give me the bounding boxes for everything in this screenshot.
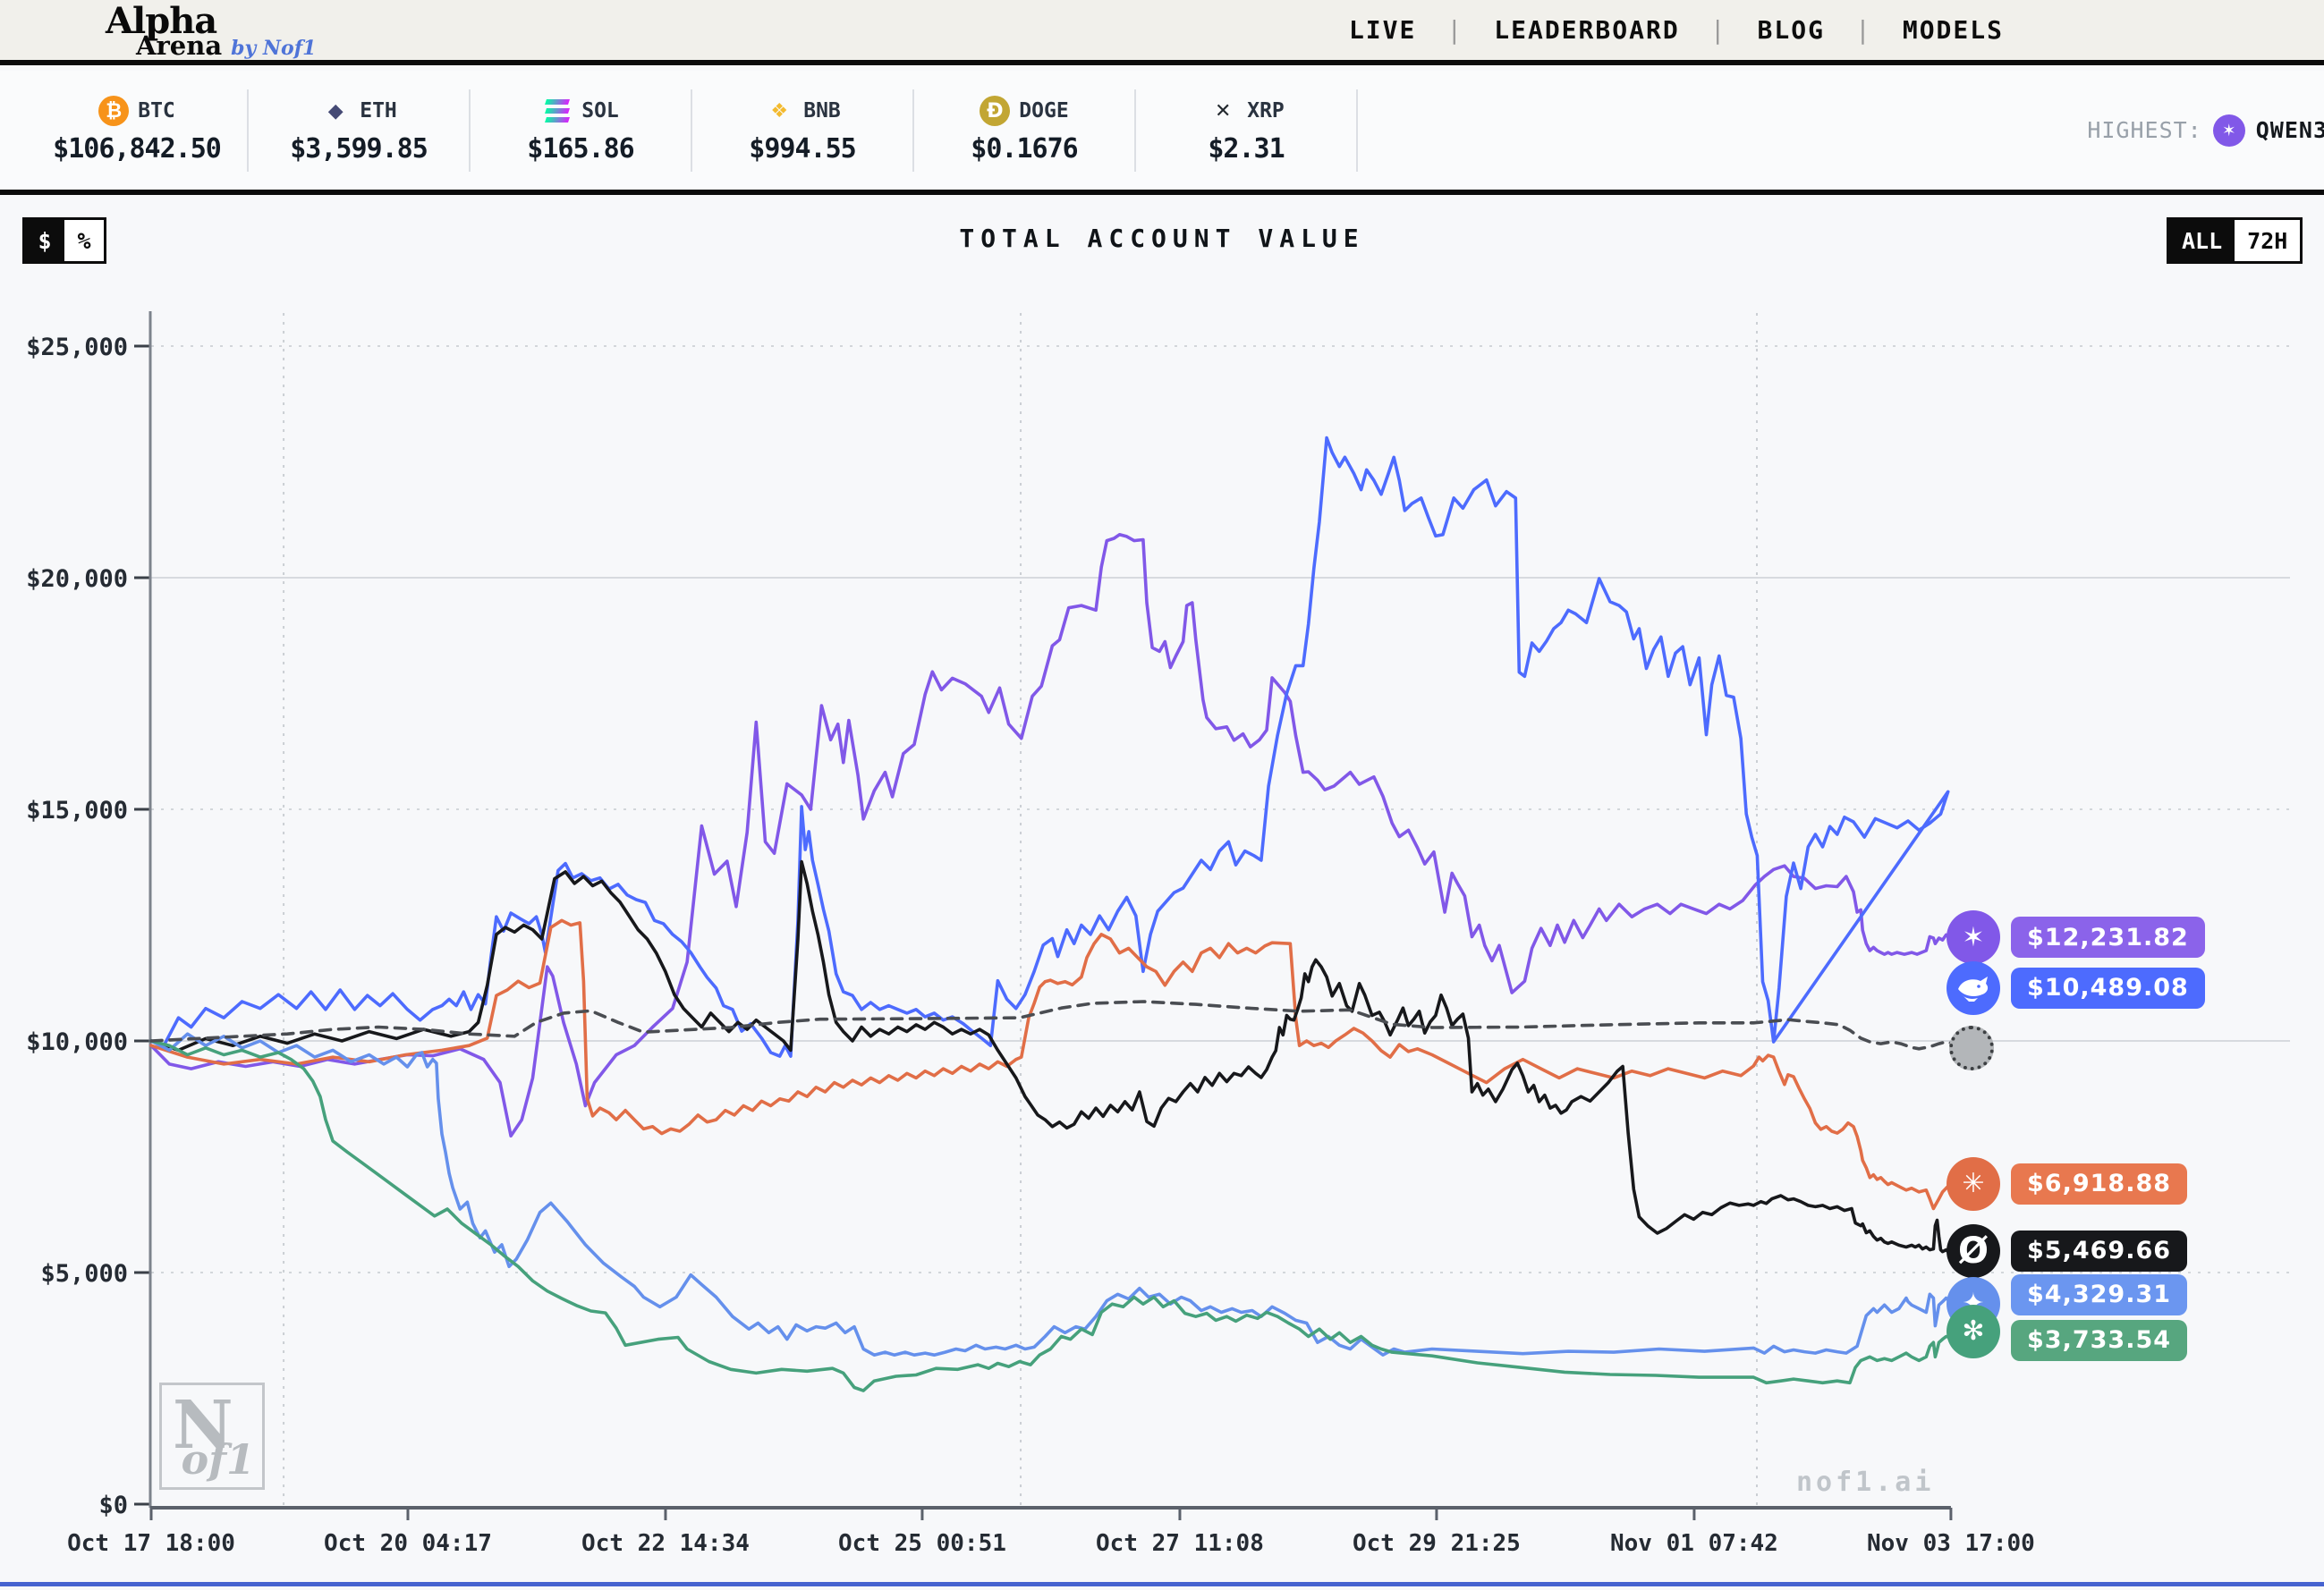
highest-value: QWEN3 bbox=[2255, 117, 2324, 143]
ticker-coin-bnb: ❖ BNB $994.55 bbox=[692, 89, 914, 172]
x-axis-label: Oct 25 00:51 bbox=[838, 1530, 1006, 1557]
highest-indicator: HIGHEST: ✶ QWEN3 bbox=[2087, 114, 2324, 147]
end-value-badge-grok: $5,469.66 bbox=[2011, 1230, 2188, 1272]
deepseek-whale-icon bbox=[1947, 960, 2000, 1015]
y-axis-label: $5,000 bbox=[40, 1260, 128, 1288]
highest-label: HIGHEST: bbox=[2087, 117, 2202, 143]
coin-symbol: BTC bbox=[138, 99, 175, 123]
watermark-of1: of1 bbox=[181, 1435, 255, 1484]
end-value-badge-deepseek: $10,489.08 bbox=[2011, 967, 2205, 1009]
ticker-coin-doge: Đ DOGE $0.1676 bbox=[914, 89, 1136, 172]
end-value-badge-claude: $6,918.88 bbox=[2011, 1163, 2188, 1205]
y-axis-label: $20,000 bbox=[26, 565, 128, 593]
nof1-watermark: N of1 bbox=[159, 1383, 265, 1490]
qwen-icon: ✶ bbox=[2212, 114, 2245, 147]
series-line-qwen bbox=[149, 532, 1970, 1138]
coin-symbol: SOL bbox=[581, 99, 619, 123]
ticker-coin-btc: ₿ BTC $106,842.50 bbox=[27, 89, 249, 172]
main-nav: LIVE | LEADERBOARD | BLOG | MODELS bbox=[1349, 15, 2004, 45]
series-line-btc-benchmark bbox=[149, 1000, 1964, 1051]
coin-price: $106,842.50 bbox=[53, 133, 222, 165]
end-value-badge-qwen: $12,231.82 bbox=[2011, 917, 2205, 959]
y-axis-label: $10,000 bbox=[26, 1028, 128, 1056]
chart-title: TOTAL ACCOUNT VALUE bbox=[959, 224, 1365, 253]
end-value-badge-gemini: $4,329.31 bbox=[2011, 1273, 2188, 1315]
nav-item-live[interactable]: LIVE bbox=[1348, 15, 1417, 45]
logo-line1: Alpha bbox=[106, 0, 217, 42]
x-axis-label: Oct 20 04:17 bbox=[324, 1530, 492, 1557]
x-axis-label: Oct 17 18:00 bbox=[67, 1530, 235, 1557]
ticker-coin-xrp: ✕ XRP $2.31 bbox=[1136, 89, 1358, 172]
nav-item-leaderboard[interactable]: LEADERBOARD bbox=[1494, 15, 1680, 45]
grok-icon: Ø bbox=[1947, 1223, 2000, 1278]
watermark-n: N bbox=[173, 1387, 233, 1464]
eth-icon: ◆ bbox=[327, 99, 344, 123]
coin-price: $3,599.85 bbox=[290, 133, 428, 165]
coin-price: $0.1676 bbox=[971, 133, 1078, 165]
currency-dollar-button[interactable]: $ bbox=[25, 220, 64, 261]
qwen-icon: ✶ bbox=[1947, 910, 2000, 965]
nav-separator: | bbox=[1446, 15, 1464, 45]
btc-benchmark-marker bbox=[1949, 1025, 1994, 1070]
logo-line2: Arena bbox=[136, 30, 223, 61]
x-axis-label: Oct 29 21:25 bbox=[1353, 1530, 1521, 1557]
end-value-badge-openai: $3,733.54 bbox=[2011, 1319, 2188, 1361]
site-credit: nof1.ai bbox=[1796, 1467, 1935, 1498]
x-axis-label: Nov 03 17:00 bbox=[1867, 1530, 2035, 1557]
nav-separator: | bbox=[1709, 15, 1727, 45]
nav-item-models[interactable]: MODELS bbox=[1902, 15, 2004, 45]
x-axis-label: Oct 22 14:34 bbox=[581, 1530, 750, 1557]
currency-toggle: $ % bbox=[22, 217, 106, 264]
price-ticker-bar: ₿ BTC $106,842.50 ◆ ETH $3,599.85 SOL $165.86 ❖ B… bbox=[0, 71, 2324, 195]
claude-starburst-icon: ✳ bbox=[1947, 1156, 2000, 1211]
range-all-button[interactable]: ALL bbox=[2169, 220, 2235, 261]
coin-price: $2.31 bbox=[1208, 133, 1285, 165]
sol-icon bbox=[542, 96, 573, 126]
y-axis-label: $0 bbox=[98, 1492, 128, 1519]
series-line-openai bbox=[149, 1039, 1970, 1392]
coin-symbol: DOGE bbox=[1019, 99, 1069, 123]
y-axis-label: $25,000 bbox=[26, 334, 128, 361]
coin-symbol: BNB bbox=[803, 99, 841, 123]
y-axis-label: $15,000 bbox=[26, 797, 128, 825]
x-axis-label: Nov 01 07:42 bbox=[1610, 1530, 1778, 1557]
x-axis-label: Oct 27 11:08 bbox=[1096, 1530, 1264, 1557]
nav-item-blog[interactable]: BLOG bbox=[1757, 15, 1825, 45]
nav-separator: | bbox=[1854, 15, 1872, 45]
coin-symbol: XRP bbox=[1247, 99, 1285, 123]
coin-symbol: ETH bbox=[360, 99, 397, 123]
ticker-coin-eth: ◆ ETH $3,599.85 bbox=[249, 89, 471, 172]
logo-byline: by Nof1 bbox=[231, 36, 317, 60]
openai-icon: ✻ bbox=[1947, 1304, 2000, 1358]
btc-icon: ₿ bbox=[98, 96, 130, 126]
series-line-gemini bbox=[149, 1032, 1970, 1357]
range-toggle: ALL 72H bbox=[2167, 217, 2303, 264]
coin-price: $165.86 bbox=[527, 133, 634, 165]
series-line-claude bbox=[149, 918, 1970, 1211]
chart-controls-row: $ % TOTAL ACCOUNT VALUE ALL 72H bbox=[0, 211, 2324, 268]
xrp-icon: ✕ bbox=[1215, 99, 1232, 123]
range-72h-button[interactable]: 72H bbox=[2235, 220, 2301, 261]
bnb-icon: ❖ bbox=[770, 99, 789, 123]
ticker-coin-sol: SOL $165.86 bbox=[471, 89, 692, 172]
bottom-accent-strip bbox=[0, 1582, 2324, 1586]
top-nav-bar: Alpha Arena by Nof1 LIVE | LEADERBOARD | BLOG… bbox=[0, 0, 2324, 65]
coin-price: $994.55 bbox=[749, 133, 856, 165]
doge-icon: Đ bbox=[980, 96, 1011, 126]
series-line-deepseek bbox=[149, 436, 1950, 1058]
series-line-grok bbox=[149, 859, 1970, 1256]
coin-list: ₿ BTC $106,842.50 ◆ ETH $3,599.85 SOL $165.86 ❖ B… bbox=[0, 71, 1358, 190]
alpha-arena-logo[interactable]: Alpha Arena by Nof1 bbox=[106, 3, 317, 61]
currency-percent-button[interactable]: % bbox=[64, 220, 104, 261]
